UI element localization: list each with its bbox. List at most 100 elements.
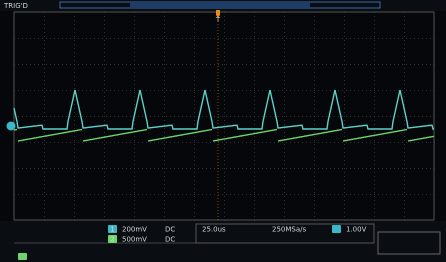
grid-dot <box>74 142 75 143</box>
grid-dot <box>190 142 191 143</box>
grid-dot <box>104 184 105 185</box>
grid-dot <box>86 142 87 143</box>
grid-dot <box>194 36 195 37</box>
grid-dot <box>44 180 45 181</box>
grid-dot <box>284 100 285 101</box>
grid-dot <box>134 68 135 69</box>
grid-dot <box>194 52 195 53</box>
grid-dot <box>290 38 291 39</box>
grid-dot <box>222 194 223 195</box>
grid-dot <box>174 194 175 195</box>
grid-dot <box>44 156 45 157</box>
grid-dot <box>298 64 299 65</box>
grid-dot <box>250 142 251 143</box>
grid-dot <box>194 104 195 105</box>
grid-dot <box>354 116 355 117</box>
grid-dot <box>284 180 285 181</box>
grid-dot <box>202 90 203 91</box>
grid-dot <box>104 48 105 49</box>
grid-dot <box>134 144 135 145</box>
grid-dot <box>74 192 75 193</box>
grid-dot <box>126 64 127 65</box>
grid-dot <box>378 116 379 117</box>
grid-dot <box>404 76 405 77</box>
grid-dot <box>254 188 255 189</box>
grid-dot <box>278 38 279 39</box>
grid-dot <box>94 142 95 143</box>
grid-dot <box>78 142 79 143</box>
grid-dot <box>46 168 47 169</box>
grid-dot <box>194 140 195 141</box>
grid-dot <box>314 200 315 201</box>
grid-dot <box>246 38 247 39</box>
grid-dot <box>370 168 371 169</box>
grid-dot <box>286 64 287 65</box>
grid-dot <box>78 194 79 195</box>
grid-dot <box>318 38 319 39</box>
grid-dot <box>74 72 75 73</box>
grid-dot <box>98 142 99 143</box>
grid-dot <box>164 40 165 41</box>
grid-dot <box>254 194 255 195</box>
grid-dot <box>314 76 315 77</box>
grid-dot <box>422 142 423 143</box>
grid-dot <box>370 142 371 143</box>
grid-dot <box>210 38 211 39</box>
grid-dot <box>410 168 411 169</box>
grid-dot <box>430 64 431 65</box>
grid-dot <box>334 142 335 143</box>
grid-dot <box>38 38 39 39</box>
grid-dot <box>138 142 139 143</box>
grid-dot <box>314 56 315 57</box>
grid-dot <box>78 38 79 39</box>
grid-dot <box>370 194 371 195</box>
grid-dot <box>194 96 195 97</box>
grid-dot <box>122 168 123 169</box>
grid-dot <box>366 64 367 65</box>
grid-dot <box>314 116 315 117</box>
grid-dot <box>342 142 343 143</box>
grid-dot <box>306 38 307 39</box>
grid-dot <box>314 44 315 45</box>
grid-dot <box>314 176 315 177</box>
trigger-level: 1.00V <box>346 226 367 234</box>
grid-dot <box>104 172 105 173</box>
grid-dot <box>426 168 427 169</box>
grid-dot <box>102 142 103 143</box>
grid-dot <box>346 168 347 169</box>
grid-dot <box>44 88 45 89</box>
grid-dot <box>254 180 255 181</box>
grid-dot <box>362 38 363 39</box>
grid-dot <box>354 168 355 169</box>
grid-dot <box>254 140 255 141</box>
grid-dot <box>224 212 225 213</box>
grid-dot <box>374 96 375 97</box>
grid-dot <box>44 28 45 29</box>
grid-dot <box>194 188 195 189</box>
grid-dot <box>386 116 387 117</box>
grid-dot <box>274 142 275 143</box>
grid-dot <box>374 172 375 173</box>
grid-dot <box>104 16 105 17</box>
grid-dot <box>306 64 307 65</box>
grid-dot <box>350 38 351 39</box>
grid-dot <box>344 44 345 45</box>
grid-dot <box>86 90 87 91</box>
grid-dot <box>194 208 195 209</box>
grid-dot <box>54 64 55 65</box>
grid-dot <box>344 112 345 113</box>
grid-dot <box>306 90 307 91</box>
grid-dot <box>134 72 135 73</box>
grid-dot <box>314 48 315 49</box>
grid-dot <box>404 44 405 45</box>
grid-dot <box>284 128 285 129</box>
grid-dot <box>346 194 347 195</box>
grid-dot <box>90 116 91 117</box>
grid-dot <box>66 194 67 195</box>
grid-dot <box>346 38 347 39</box>
grid-dot <box>254 156 255 157</box>
grid-dot <box>302 38 303 39</box>
memory-window <box>130 2 310 8</box>
grid-dot <box>344 104 345 105</box>
grid-dot <box>164 104 165 105</box>
